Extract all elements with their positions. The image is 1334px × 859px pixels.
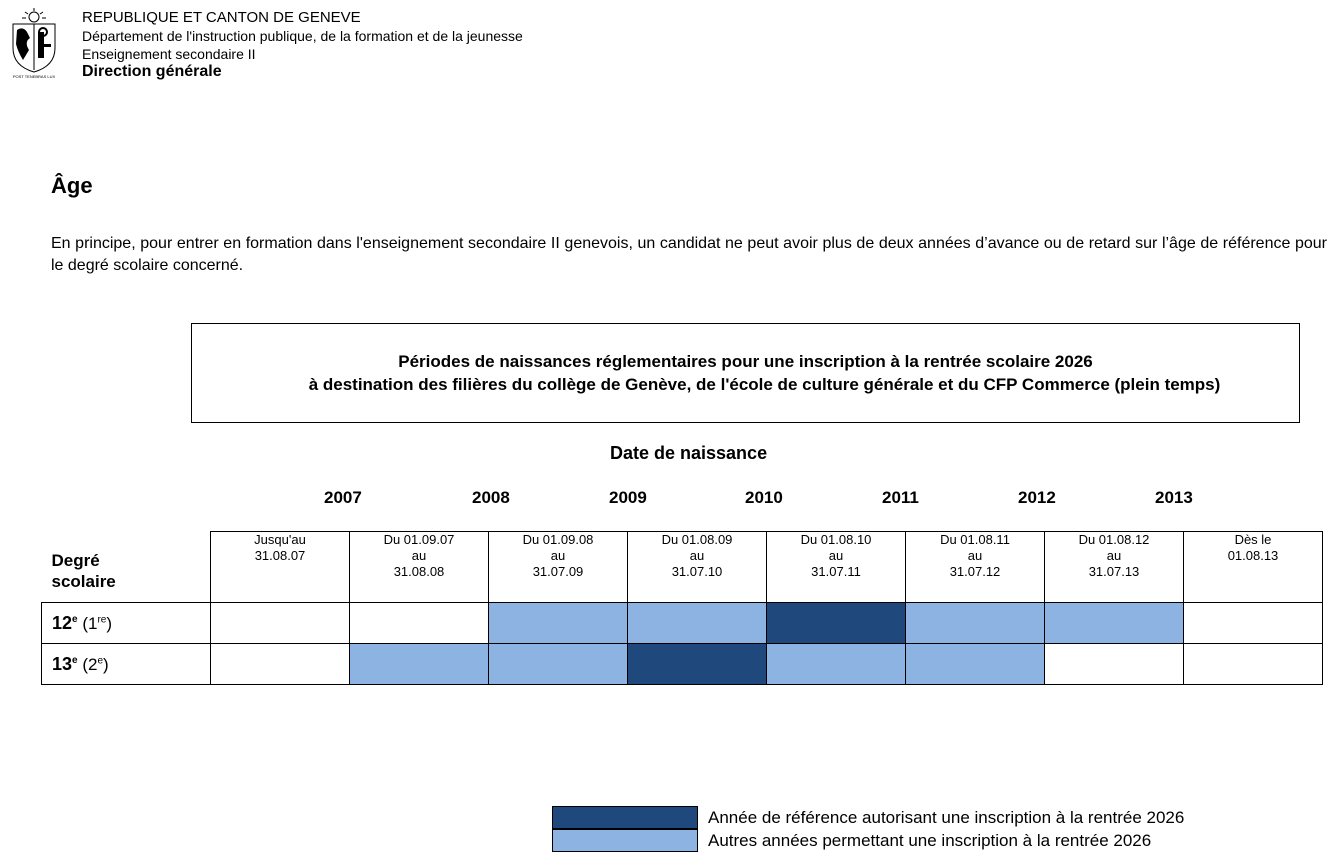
table-title-box: Périodes de naissances réglementaires po…: [191, 323, 1300, 423]
table-header-row: Degré scolaire Jusqu'au 31.08.07 Du 01.09…: [41, 531, 1323, 603]
year-label: 2010: [745, 488, 783, 507]
period-header: Du 01.08.11 au 31.07.12: [905, 531, 1045, 603]
table-title-line2: à destination des filières du collège de…: [308, 375, 1221, 394]
year-label: 2011: [882, 488, 919, 507]
canton-name: REPUBLIQUE ET CANTON DE GENEVE: [82, 9, 361, 26]
legend-swatch-other: [552, 829, 698, 852]
header: REPUBLIQUE ET CANTON DE GENEVE Départeme…: [82, 9, 523, 81]
department-name: Département de l'instruction publique, d…: [82, 28, 523, 44]
table-title-line1: Périodes de naissances réglementaires po…: [398, 352, 1093, 371]
period-header: Du 01.08.12 au 31.07.13: [1044, 531, 1184, 603]
period-header: Dès le 01.08.13: [1183, 531, 1323, 603]
grade-label: 12e (1re): [41, 602, 211, 644]
period-header: Du 01.09.07 au 31.08.08: [349, 531, 489, 603]
intro-paragraph: En principe, pour entrer en formation da…: [51, 235, 1327, 274]
year-label: 2009: [609, 488, 647, 507]
period-cell: [766, 602, 906, 644]
period-cell: [210, 643, 350, 685]
period-cell: [349, 643, 489, 685]
service-name: Enseignement secondaire II: [82, 46, 256, 62]
legend-swatch-reference: [552, 806, 698, 829]
grade-header-line2: scolaire: [51, 571, 116, 591]
birth-period-table: Degré scolaire Jusqu'au 31.08.07 Du 01.09…: [41, 531, 1323, 685]
grade-column-header: Degré scolaire: [41, 531, 211, 603]
year-label: 2012: [1018, 488, 1056, 507]
period-cell: [766, 643, 906, 685]
geneva-coat-of-arms-icon: POST TENEBRAS LUX: [9, 8, 59, 80]
period-cell: [1044, 602, 1184, 644]
period-header: Du 01.08.09 au 31.07.10: [627, 531, 767, 603]
grade-header-line1: Degré: [51, 550, 100, 570]
period-cell: [210, 602, 350, 644]
legend-label-other: Autres années permettant une inscription…: [708, 831, 1152, 850]
period-header: Jusqu'au 31.08.07: [210, 531, 350, 603]
period-cell: [627, 602, 767, 644]
legend-label-reference: Année de référence autorisant une inscri…: [708, 808, 1185, 827]
year-label: 2013: [1155, 488, 1193, 507]
year-label: 2008: [472, 488, 510, 507]
period-cell: [1044, 643, 1184, 685]
direction-name: Direction générale: [82, 63, 222, 80]
period-cell: [488, 643, 628, 685]
grade-label: 13e (2e): [41, 643, 211, 685]
period-cell: [488, 602, 628, 644]
birth-date-heading: Date de naissance: [610, 443, 768, 463]
period-header: Du 01.09.08 au 31.07.09: [488, 531, 628, 603]
period-cell: [349, 602, 489, 644]
period-cell: [627, 643, 767, 685]
period-cell: [1183, 602, 1323, 644]
section-title: Âge: [51, 173, 93, 198]
year-label: 2007: [324, 488, 362, 507]
table-row: 13e (2e): [41, 643, 1323, 685]
period-cell: [1183, 643, 1323, 685]
period-header: Du 01.08.10 au 31.07.11: [766, 531, 906, 603]
table-row: 12e (1re): [41, 602, 1323, 644]
period-cell: [905, 602, 1045, 644]
logo-motto: POST TENEBRAS LUX: [13, 74, 56, 79]
period-cell: [905, 643, 1045, 685]
